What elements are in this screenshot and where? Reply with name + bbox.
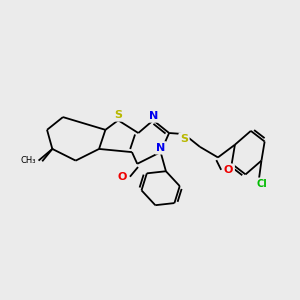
Text: O: O	[224, 165, 233, 175]
Text: Cl: Cl	[256, 179, 267, 189]
Text: N: N	[148, 111, 158, 121]
Text: N: N	[156, 143, 165, 153]
Text: O: O	[118, 172, 127, 182]
Text: S: S	[114, 110, 122, 120]
Text: CH₃: CH₃	[21, 156, 36, 165]
Text: S: S	[180, 134, 188, 144]
